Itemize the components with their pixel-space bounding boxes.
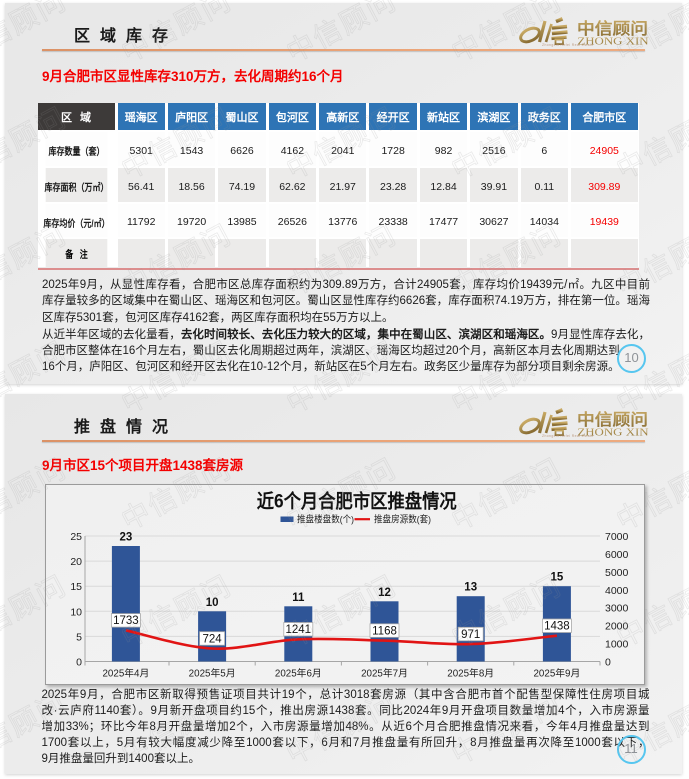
- svg-text:2025年6月: 2025年6月: [275, 666, 322, 679]
- svg-text:2000: 2000: [605, 621, 629, 633]
- svg-text:20: 20: [70, 556, 82, 568]
- svg-text:724: 724: [203, 633, 223, 645]
- svg-text:1168: 1168: [372, 625, 397, 637]
- svg-text:25: 25: [70, 531, 82, 543]
- svg-text:0: 0: [76, 657, 82, 669]
- svg-text:ZHONG XIN: ZHONG XIN: [577, 427, 648, 439]
- svg-text:13: 13: [464, 582, 477, 594]
- svg-text:6000: 6000: [605, 549, 629, 561]
- svg-text:近6个月合肥市区推盘情况: 近6个月合肥市区推盘情况: [257, 490, 457, 513]
- svg-text:ZHONG XIN: ZHONG XIN: [577, 36, 648, 48]
- svg-text:2025年8月: 2025年8月: [447, 666, 494, 679]
- svg-text:5: 5: [76, 631, 82, 643]
- svg-text:2025年7月: 2025年7月: [361, 666, 408, 679]
- svg-text:15: 15: [551, 572, 564, 584]
- svg-text:12: 12: [378, 587, 391, 599]
- svg-text:2025年9月: 2025年9月: [533, 666, 580, 679]
- svg-text:7000: 7000: [605, 531, 629, 543]
- svg-text:2025年5月: 2025年5月: [189, 666, 236, 679]
- svg-text:1000: 1000: [605, 639, 629, 651]
- svg-text:23: 23: [120, 532, 133, 544]
- svg-text:1241: 1241: [286, 624, 312, 636]
- svg-text:11: 11: [292, 592, 305, 604]
- svg-text:10: 10: [70, 606, 82, 618]
- svg-text:4000: 4000: [605, 585, 629, 597]
- svg-text:1438: 1438: [544, 621, 570, 633]
- svg-text:5000: 5000: [605, 567, 629, 579]
- svg-text:2025年4月: 2025年4月: [102, 666, 149, 679]
- svg-text:971: 971: [461, 629, 480, 641]
- svg-text:1733: 1733: [113, 615, 139, 627]
- svg-text:推盘房源数(套): 推盘房源数(套): [374, 514, 431, 526]
- svg-text:3000: 3000: [605, 603, 629, 615]
- svg-text:10: 10: [206, 597, 219, 609]
- svg-text:推盘楼盘数(个): 推盘楼盘数(个): [297, 514, 354, 526]
- svg-text:15: 15: [70, 581, 82, 593]
- svg-text:0: 0: [605, 657, 611, 669]
